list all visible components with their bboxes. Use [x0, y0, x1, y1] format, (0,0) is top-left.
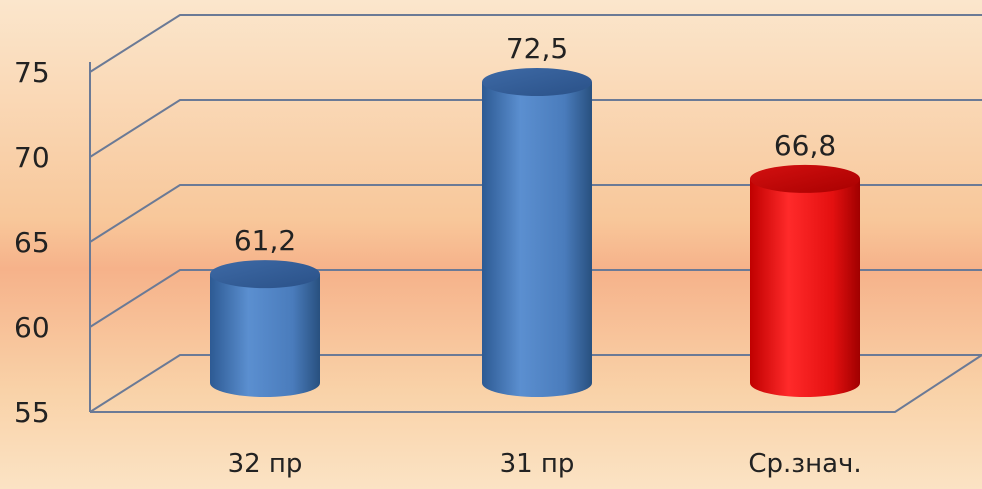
bars-layer: [210, 68, 860, 397]
gridline: [89, 184, 982, 243]
bar-body: [210, 274, 320, 397]
y-axis: 55 60 65 70 75: [14, 56, 50, 429]
y-tick-label: 70: [14, 141, 50, 174]
bar-top: [750, 164, 860, 193]
x-tick-label: 31 пр: [500, 449, 575, 479]
gridline: [89, 354, 982, 413]
bar-2: [482, 68, 592, 397]
data-label: 61,2: [234, 224, 296, 257]
gridline: [89, 99, 982, 158]
x-tick-label: 32 пр: [228, 449, 303, 479]
grid-layer: [89, 14, 982, 413]
bar-1: [210, 260, 320, 397]
bar-top: [482, 68, 592, 96]
data-label: 72,5: [506, 32, 568, 65]
x-tick-label: Ср.знач.: [748, 449, 861, 479]
gridline: [89, 14, 982, 73]
bar-3: [750, 164, 860, 397]
y-tick-label: 55: [14, 396, 50, 429]
bar-top: [210, 260, 320, 289]
bar-body: [482, 82, 592, 397]
gridline: [89, 269, 982, 328]
floor-edge: [90, 354, 982, 413]
data-label: 66,8: [774, 129, 836, 162]
y-tick-label: 75: [14, 56, 50, 89]
bar-body: [750, 178, 860, 397]
y-tick-label: 60: [14, 311, 50, 344]
labels-layer: 61,2 32 пр 72,5 31 пр 66,8 Ср.знач.: [228, 32, 862, 479]
y-tick-label: 65: [14, 226, 50, 259]
